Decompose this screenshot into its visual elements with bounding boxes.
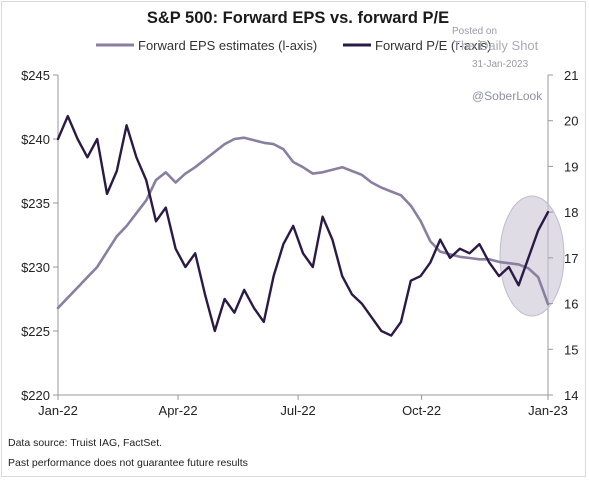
right-axis-ticks: 14 15 16 17 18 19 20 21 [548,68,578,403]
right-tick-label: 16 [564,297,578,312]
series-line-eps [56,136,550,310]
left-tick-label: $245 [21,68,50,83]
left-tick-label: $240 [21,132,50,147]
left-axis-ticks: $220 $225 $230 $235 $240 $245 [21,68,58,403]
left-tick-label: $225 [21,324,50,339]
right-tick-label: 15 [564,342,578,357]
right-tick-label: 14 [564,388,578,403]
chart-title: S&P 500: Forward EPS vs. forward P/E [147,9,449,27]
x-tick-label: Jul-22 [280,403,315,418]
footnote-disclaimer: Past performance does not guarantee futu… [8,457,248,469]
right-tick-label: 20 [564,114,578,129]
left-tick-label: $230 [21,260,50,275]
legend-label-eps: Forward EPS estimates (l-axis) [138,38,317,53]
x-tick-label: Jan-23 [528,403,568,418]
x-tick-label: Jan-22 [38,403,78,418]
watermark-posted-on: Posted on [452,26,497,37]
left-tick-label: $235 [21,196,50,211]
watermark-date: 31-Jan-2023 [472,59,529,70]
legend-label-pe: Forward P/E (r-axis) [375,38,491,53]
right-tick-label: 18 [564,205,578,220]
x-tick-label: Apr-22 [159,403,198,418]
series-line-pe [56,114,550,337]
watermark-brand: The Daily Shot [453,38,539,53]
right-tick-label: 17 [564,251,578,266]
series-lines [56,114,550,337]
x-tick-label: Oct-22 [402,403,441,418]
left-tick-label: $220 [21,388,50,403]
right-tick-label: 21 [564,68,578,83]
highlight-ellipse [499,195,565,317]
x-axis-ticks: Jan-22 Apr-22 Jul-22 Oct-22 Jan-23 [38,395,568,418]
right-tick-label: 19 [564,159,578,174]
footnote-source: Data source: Truist IAG, FactSet. [8,437,162,449]
watermark-handle: @SoberLook [472,89,543,103]
